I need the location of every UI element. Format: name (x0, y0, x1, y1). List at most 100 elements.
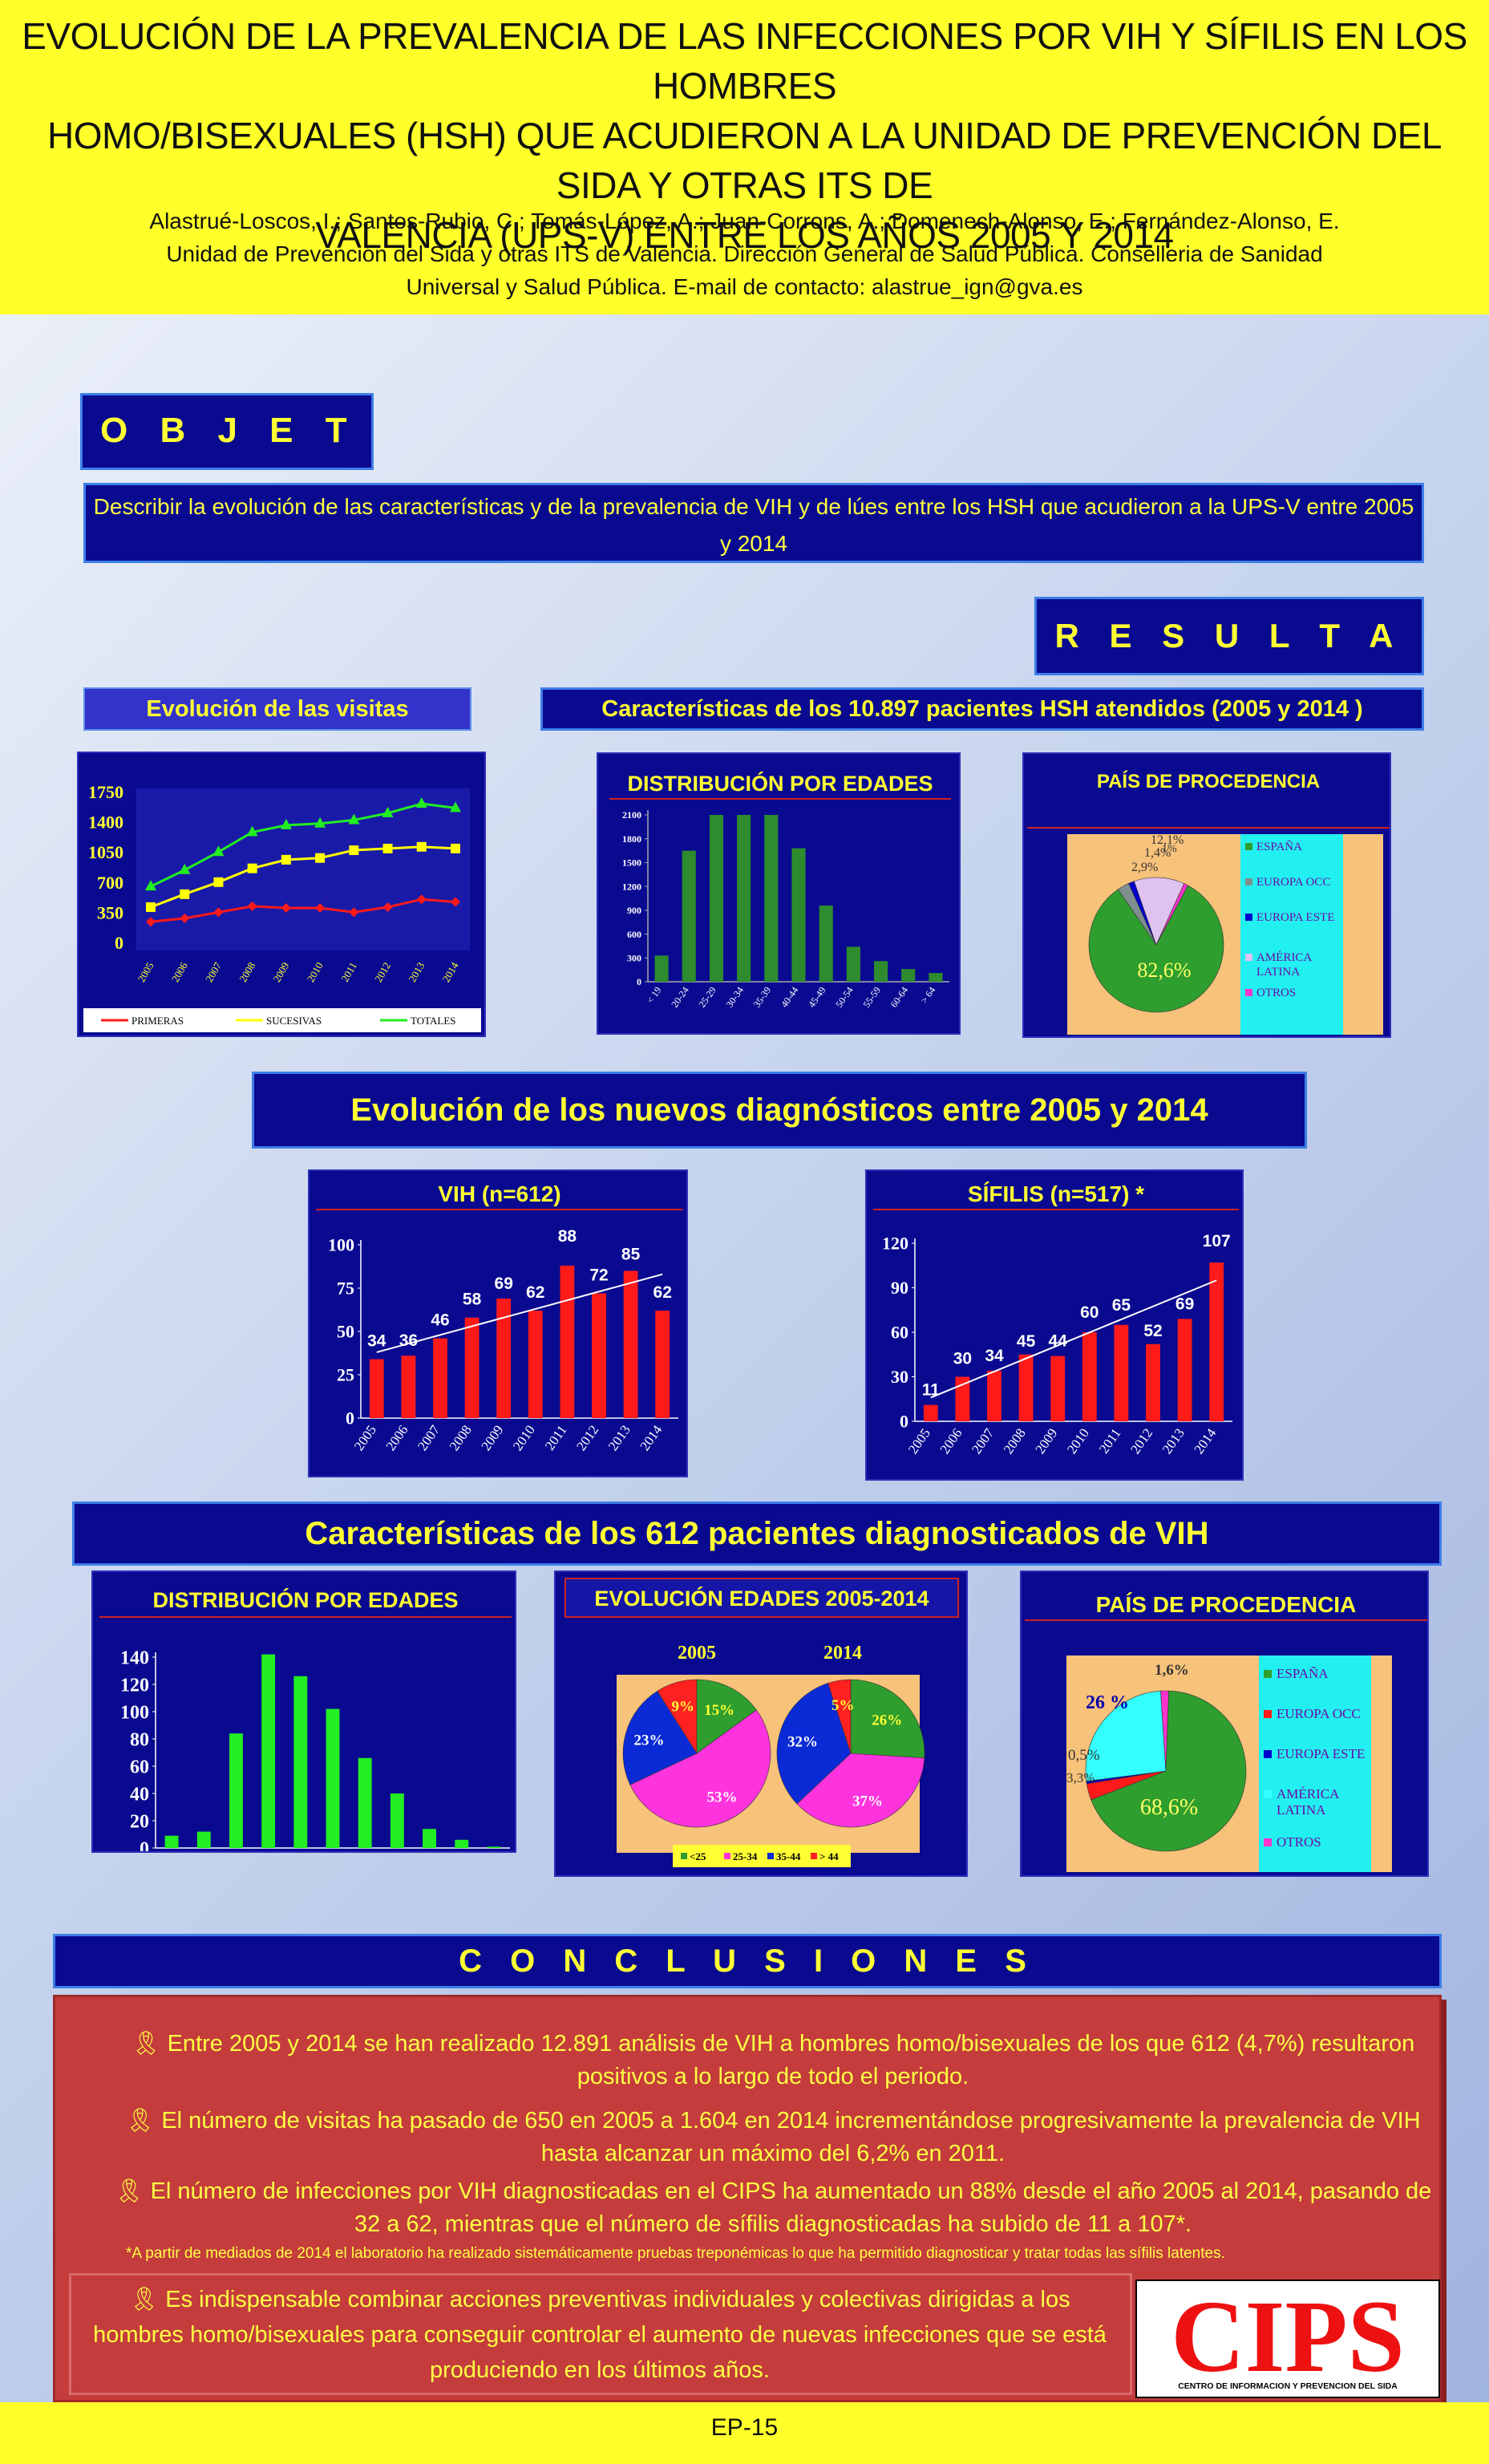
country-vih-legend-bg (1259, 1656, 1371, 1872)
conclusiones-title: C O N C L U S I O N E S (53, 1934, 1442, 1988)
legend-swatch (1264, 1670, 1272, 1678)
x-tick-label: 25-29 (249, 1851, 271, 1853)
pie-label: 26% (872, 1712, 902, 1729)
pie-slice (622, 1690, 698, 1785)
legend-label: AMÉRICA (1256, 950, 1312, 964)
data-label: 62 (526, 1283, 544, 1302)
legend-label: OTROS (1277, 1834, 1321, 1850)
pie-label: 26 % (1086, 1692, 1129, 1713)
x-tick-label: 2008 (237, 960, 257, 984)
series-point (180, 913, 190, 923)
pie-slice (1090, 1690, 1247, 1852)
conclusion-1: 🎗 Entre 2005 y 2014 se han realizado 12.… (131, 2031, 1415, 2089)
bar (987, 1371, 1001, 1421)
y-tick-label: 1400 (88, 813, 123, 833)
x-tick-label: 35-39 (313, 1851, 335, 1853)
age-evolution-chart: EVOLUCIÓN EDADES 2005-2014 2005 15% 53% 23%… (554, 1570, 968, 1877)
x-tick-label: 25-29 (696, 985, 718, 1010)
legend-label: <25 (690, 1850, 706, 1862)
logo-subtext: CENTRO DE INFORMACION Y PREVENCION DEL S… (1178, 2381, 1398, 2391)
authors-block: Alastrué-Loscos, I.; Santos-Rubio, C.; T… (48, 205, 1441, 303)
y-tick-label: 140 (120, 1647, 149, 1668)
data-label: 65 (1112, 1296, 1131, 1315)
pie-year-label: 2005 (678, 1643, 716, 1664)
y-tick-label: 1200 (622, 881, 641, 892)
x-tick-label: 55-59 (860, 985, 883, 1010)
legend-swatch (811, 1853, 817, 1859)
bar (682, 850, 696, 982)
ribbon-icon: 🎗 (131, 2031, 161, 2057)
bar (358, 1757, 372, 1848)
legend-label: EUROPA ESTE (1256, 911, 1334, 924)
legend-swatch (1264, 1838, 1272, 1846)
y-tick-label: 900 (627, 905, 641, 916)
pie-label: 37% (852, 1793, 883, 1810)
series-point (382, 902, 393, 912)
series-line (150, 845, 456, 909)
bar (293, 1676, 308, 1848)
bar (369, 1359, 384, 1418)
visits-chart: 0 350 700 1050 1400 1750 2005 2006 2007 2008 2009… (77, 752, 486, 1037)
data-label: 34 (367, 1332, 386, 1351)
data-label: 30 (953, 1350, 972, 1368)
age-vih-chart: DISTRIBUCIÓN POR EDADES 0 20 40 60 80 100 120 1… (91, 1570, 516, 1853)
cips-logo: CIPS CENTRO DE INFORMACION Y PREVENCION … (1135, 2280, 1440, 2398)
legend-swatch (724, 1853, 730, 1859)
series-point (349, 845, 359, 856)
x-tick-label: 20-24 (216, 1851, 238, 1853)
age-vih-title: DISTRIBUCIÓN POR EDADES (152, 1587, 458, 1612)
legend-label: 25-34 (733, 1850, 758, 1862)
bar (196, 1831, 211, 1848)
x-tick-label: 2014 (1191, 1425, 1219, 1457)
legend-label: EUROPA OCC (1256, 876, 1330, 889)
series-point (180, 889, 190, 899)
pie-slice (1085, 1690, 1167, 1782)
data-label: 85 (621, 1245, 641, 1263)
bar (1050, 1356, 1066, 1421)
bar (487, 1846, 501, 1848)
bar (709, 815, 723, 982)
series-point (281, 903, 291, 914)
country-vih-title: PAÍS DE PROCEDENCIA (1096, 1592, 1357, 1617)
bar (496, 1298, 512, 1418)
y-tick-label: 25 (337, 1365, 354, 1385)
data-label: 34 (985, 1347, 1004, 1365)
legend-swatch (767, 1853, 774, 1859)
pie-label: 82,6% (1137, 958, 1191, 982)
pie-slice (776, 1683, 852, 1805)
conclusion-2: 🎗 El número de visitas ha pasado de 650 … (125, 2108, 1421, 2166)
ribbon-icon: 🎗 (114, 2178, 144, 2204)
y-tick-label: 1800 (622, 833, 641, 845)
y-tick-label: 700 (97, 873, 123, 893)
ribbon-icon: 🎗 (125, 2108, 156, 2134)
x-tick-label: 15-19 (184, 1851, 206, 1853)
x-tick-label: 2014 (637, 1422, 665, 1453)
legend-swatch (1264, 1790, 1272, 1798)
bar (1114, 1324, 1129, 1421)
legend-label: > 44 (819, 1850, 839, 1862)
conclusion-final: 🎗 Es indispensable combinar acciones pre… (93, 2287, 1107, 2383)
logo-subtext-bg (1145, 2377, 1430, 2392)
series-point (247, 863, 257, 873)
y-tick-label: 0 (900, 1412, 908, 1432)
x-tick-label: < 19 (645, 985, 664, 1006)
y-tick-label: 60 (130, 1757, 149, 1777)
bar (655, 1311, 670, 1418)
legend-swatch (1245, 954, 1252, 961)
x-tick-label: 45-49 (377, 1851, 399, 1853)
y-tick-label: 600 (627, 929, 641, 940)
series-point (315, 853, 326, 863)
series-point (247, 901, 257, 911)
bar (901, 969, 916, 982)
legend-label: PRIMERAS (132, 1015, 184, 1027)
x-tick-label: 2007 (969, 1425, 997, 1457)
pie-label: 15% (704, 1702, 734, 1719)
bar (164, 1835, 179, 1848)
series-point (451, 843, 460, 853)
bar (528, 1311, 543, 1418)
x-tick-label: 60-64 (474, 1851, 496, 1853)
x-tick-label: 2009 (1032, 1425, 1060, 1457)
x-tick-label: 2014 (440, 960, 461, 984)
objetivo-title: O B J E T I V O (80, 393, 374, 521)
data-label: 88 (558, 1227, 577, 1246)
